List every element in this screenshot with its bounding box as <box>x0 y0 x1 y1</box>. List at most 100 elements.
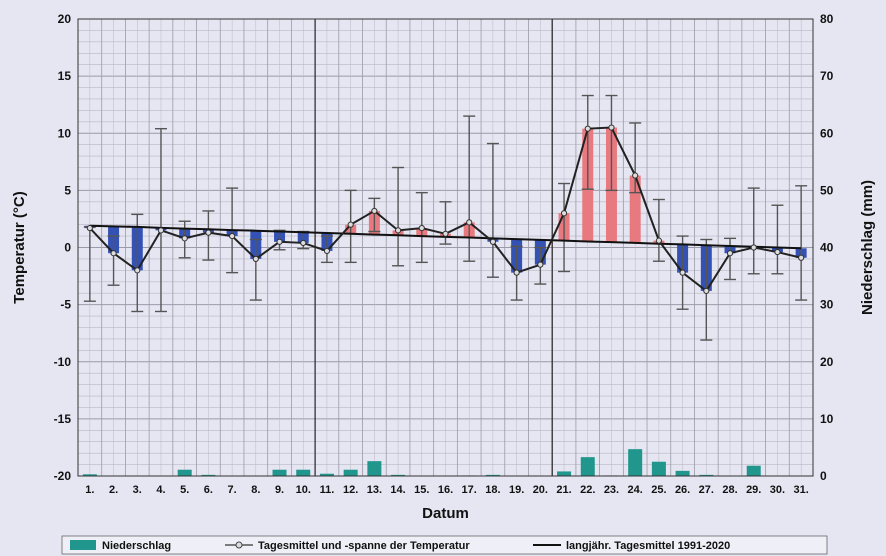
precip-bar <box>675 470 690 476</box>
x-tick-label: 29. <box>746 484 761 496</box>
x-tick-label: 9. <box>275 484 284 496</box>
daily-mean-point <box>229 232 236 240</box>
daily-mean-point <box>110 250 117 257</box>
precip-bar <box>485 474 500 476</box>
x-tick-label: 12. <box>343 484 358 496</box>
x-tick-label: 5. <box>180 484 189 496</box>
legend-swatch-precip <box>70 540 96 550</box>
precip-bar <box>391 474 406 476</box>
precip-bar <box>746 465 761 476</box>
x-tick-label: 28. <box>722 484 737 496</box>
x-tick-label: 3. <box>133 484 142 496</box>
x-tick-label: 8. <box>251 484 260 496</box>
daily-mean-point <box>418 224 425 232</box>
x-tick-label: 2. <box>109 484 118 496</box>
y2-tick-label: 80 <box>820 12 834 26</box>
y-tick-label: 5 <box>64 183 71 197</box>
daily-mean-point <box>655 237 662 244</box>
precip-bar <box>343 469 358 476</box>
y-tick-label: 20 <box>58 12 72 26</box>
daily-mean-point <box>181 235 188 242</box>
daily-mean-point <box>134 267 141 274</box>
legend-label-longterm: langjähr. Tagesmittel 1991-2020 <box>566 540 730 552</box>
y2-tick-label: 30 <box>820 298 834 312</box>
daily-mean-point <box>750 244 757 251</box>
x-tick-label: 20. <box>533 484 548 496</box>
legend-box <box>61 535 828 555</box>
y2-tick-label: 60 <box>820 126 834 140</box>
daily-mean-point <box>489 238 497 245</box>
y-tick-label: 0 <box>64 241 71 255</box>
y-tick-label: -10 <box>54 355 72 369</box>
x-tick-label: 22. <box>580 484 595 496</box>
x-tick-label: 11. <box>320 484 335 496</box>
x-tick-label: 30. <box>770 484 785 496</box>
x-tick-label: 14. <box>390 484 405 496</box>
precip-bar <box>82 474 97 476</box>
plot-frame <box>77 18 814 477</box>
daily-mean-point <box>300 239 307 247</box>
x-tick-label: 7. <box>228 484 237 496</box>
daily-mean-point <box>537 261 544 268</box>
precip-bar <box>201 474 216 476</box>
x-tick-label: 10. <box>296 484 311 496</box>
x-tick-label: 27. <box>699 484 714 496</box>
daily-mean-point <box>347 221 354 228</box>
y-tick-label: 15 <box>58 69 72 83</box>
y-tick-label: -15 <box>54 412 72 426</box>
x-tick-label: 15. <box>414 484 429 496</box>
daily-mean-point <box>157 227 165 234</box>
x-tick-label: 17. <box>462 484 477 496</box>
x-tick-label: 25. <box>651 484 666 496</box>
daily-mean-point <box>632 172 639 179</box>
daily-mean-point <box>513 269 520 276</box>
daily-mean-point <box>560 210 568 217</box>
x-tick-label: 26. <box>675 484 690 496</box>
y2-axis-title: Niederschlag (mm) <box>859 180 876 315</box>
x-axis-title: Datum <box>422 505 469 522</box>
precip-bar <box>557 471 572 476</box>
precip-bar <box>699 474 714 476</box>
anomaly-bar <box>629 175 641 243</box>
daily-mean-point <box>466 219 473 226</box>
daily-mean-point <box>323 247 331 255</box>
daily-mean-point <box>86 224 93 232</box>
y2-tick-label: 20 <box>820 355 834 369</box>
daily-mean-point <box>584 125 591 132</box>
daily-mean-point <box>774 248 781 256</box>
precip-bar <box>367 461 382 476</box>
daily-mean-point <box>679 269 686 276</box>
y2-tick-label: 70 <box>820 69 834 83</box>
y-tick-label: -20 <box>54 469 72 483</box>
daily-mean-point <box>703 287 710 295</box>
daily-mean-point <box>276 238 283 245</box>
precip-bar <box>651 461 666 476</box>
x-tick-label: 16. <box>438 484 453 496</box>
y-tick-label: 10 <box>58 126 72 140</box>
daily-mean-point <box>442 230 449 237</box>
x-tick-label: 6. <box>204 484 213 496</box>
y2-tick-label: 50 <box>820 183 834 197</box>
precip-bar <box>177 469 192 476</box>
x-tick-label: 21. <box>556 484 571 496</box>
x-tick-label: 18. <box>485 484 500 496</box>
y-tick-label: -5 <box>60 298 71 312</box>
x-tick-label: 13. <box>367 484 382 496</box>
precip-bar <box>580 457 595 476</box>
x-tick-label: 23. <box>604 484 619 496</box>
precip-bar <box>319 473 334 476</box>
legend-swatch-temp-marker <box>235 541 243 549</box>
precip-bar <box>628 449 643 476</box>
daily-mean-point <box>798 254 805 261</box>
x-tick-label: 19. <box>509 484 524 496</box>
y2-tick-label: 0 <box>820 469 827 483</box>
x-tick-label: 1. <box>85 484 94 496</box>
x-tick-label: 4. <box>156 484 165 496</box>
legend-label-precip: Niederschlag <box>102 540 171 552</box>
x-tick-label: 24. <box>628 484 643 496</box>
y2-tick-label: 40 <box>820 241 834 255</box>
y-axis-title: Temperatur (°C) <box>11 191 28 303</box>
precip-bar <box>272 469 287 476</box>
